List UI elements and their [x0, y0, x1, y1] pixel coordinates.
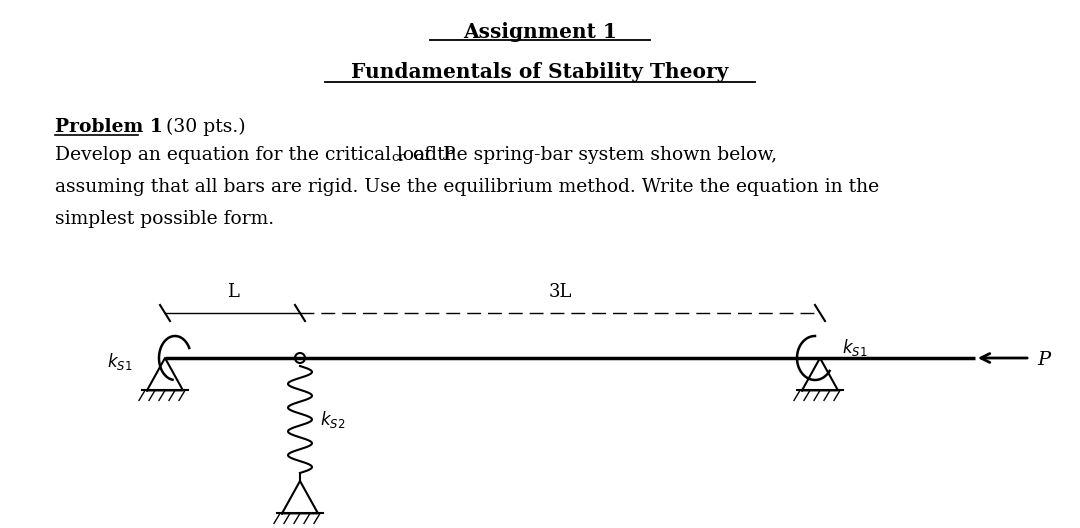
Text: $k_{S1}$: $k_{S1}$	[107, 352, 133, 372]
Text: Fundamentals of Stability Theory: Fundamentals of Stability Theory	[351, 62, 729, 82]
Text: Develop an equation for the critical load P: Develop an equation for the critical loa…	[55, 146, 456, 164]
Text: (30 pts.): (30 pts.)	[141, 118, 245, 136]
Text: cr: cr	[391, 151, 405, 164]
Text: assuming that all bars are rigid. Use the equilibrium method. Write the equation: assuming that all bars are rigid. Use th…	[55, 178, 879, 196]
Text: 3L: 3L	[549, 283, 571, 301]
Text: of the spring-bar system shown below,: of the spring-bar system shown below,	[407, 146, 778, 164]
Text: $k_{S1}$: $k_{S1}$	[842, 337, 867, 359]
Text: simplest possible form.: simplest possible form.	[55, 210, 274, 228]
Text: L: L	[227, 283, 239, 301]
Text: Assignment 1: Assignment 1	[463, 22, 617, 42]
Text: Problem 1: Problem 1	[55, 118, 163, 136]
Text: $k_{S2}$: $k_{S2}$	[320, 409, 346, 430]
Text: P: P	[1037, 351, 1050, 369]
